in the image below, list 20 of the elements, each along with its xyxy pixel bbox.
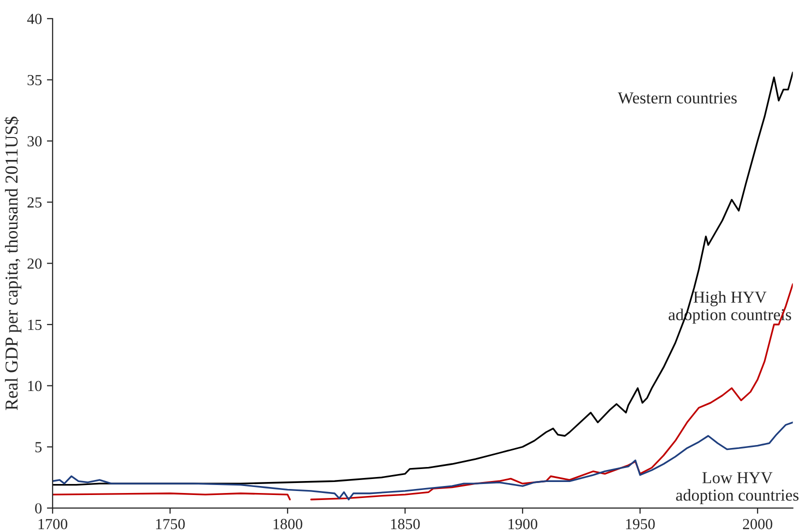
y-tick-label: 30 (28, 136, 42, 146)
y-tick-label: 10 (28, 380, 42, 392)
y-tick-label: 0 (35, 503, 42, 514)
y-tick-label: 15 (28, 320, 42, 330)
y-tick-label: 35 (28, 74, 42, 86)
y-tick-label: 40 (27, 14, 42, 24)
annotation: Western countries (618, 92, 737, 104)
x-tick-label: 1950 (626, 518, 655, 530)
x-tick-label: 1800 (274, 518, 302, 530)
y-tick-label: 25 (28, 197, 42, 208)
y-tick-label: 5 (35, 442, 42, 452)
x-tick-label: 1700 (38, 518, 68, 530)
x-tick-label: 1850 (391, 518, 420, 530)
y-tick-label: 20 (28, 258, 42, 269)
x-tick-label: 2000 (742, 518, 772, 530)
x-tick-label: 1750 (156, 518, 185, 530)
y-axis-title: Real GDP per capita, thousand 2011US$ (4, 116, 22, 410)
annotation: Low HYV adoption countries (676, 472, 798, 504)
line-series (52, 72, 793, 486)
x-tick-label: 1900 (508, 518, 538, 530)
